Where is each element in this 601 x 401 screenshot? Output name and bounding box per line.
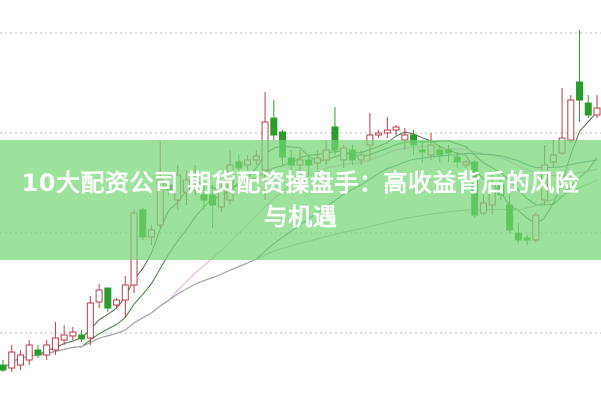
candle — [375, 130, 383, 138]
candle-body — [104, 287, 112, 309]
candle-body — [43, 344, 51, 356]
candle-body — [576, 81, 584, 101]
candle — [34, 345, 42, 358]
candle-body — [8, 351, 16, 369]
candle-body — [375, 132, 383, 136]
candle-body — [0, 364, 7, 371]
candle — [121, 276, 129, 318]
candle-body — [51, 337, 59, 351]
candle — [43, 340, 51, 360]
candle-body — [383, 129, 391, 134]
candle — [60, 325, 68, 345]
title-banner: 10大配资公司 期货配资操盘手：高收益背后的风险与机遇 — [0, 140, 601, 260]
candle — [0, 360, 7, 372]
candle-body — [593, 107, 601, 116]
candle — [392, 125, 400, 135]
candle-body — [78, 334, 86, 340]
candle-body — [95, 289, 103, 303]
candle — [69, 327, 77, 340]
candle — [576, 30, 584, 122]
candle — [584, 95, 592, 118]
candle-body — [392, 126, 400, 131]
candle-body — [34, 349, 42, 356]
candle — [270, 100, 278, 140]
article-title: 10大配资公司 期货配资操盘手：高收益背后的风险与机遇 — [21, 169, 580, 231]
candle — [567, 95, 575, 143]
candle — [51, 322, 59, 355]
candle-body — [121, 284, 129, 301]
candle — [593, 95, 601, 118]
candle-body — [584, 102, 592, 116]
candle-body — [60, 334, 68, 341]
candle — [86, 296, 94, 345]
candle — [383, 117, 391, 138]
candle-body — [113, 299, 121, 306]
candle-body — [69, 331, 77, 337]
candle-body — [567, 99, 575, 141]
candle-body — [270, 117, 278, 136]
candle — [25, 340, 33, 365]
candle — [16, 350, 24, 370]
candle — [8, 345, 16, 372]
candle-body — [16, 354, 24, 366]
candle — [95, 284, 103, 308]
candle — [104, 287, 112, 312]
candle-body — [86, 302, 94, 339]
candle — [78, 330, 86, 342]
candle-body — [25, 344, 33, 361]
candle — [113, 298, 121, 308]
